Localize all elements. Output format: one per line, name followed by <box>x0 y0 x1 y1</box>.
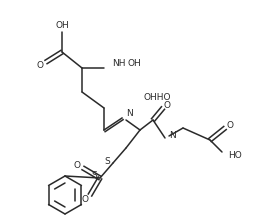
Text: O: O <box>74 162 81 170</box>
Text: OH: OH <box>55 21 69 29</box>
Text: S: S <box>91 171 97 181</box>
Text: OH: OH <box>128 59 142 69</box>
Text: S: S <box>104 156 110 166</box>
Text: O: O <box>37 61 44 69</box>
Text: O: O <box>82 196 89 204</box>
Text: NH: NH <box>112 59 126 69</box>
Text: O: O <box>227 122 234 130</box>
Text: O: O <box>163 101 170 109</box>
Text: N: N <box>126 109 133 118</box>
Text: OHHO: OHHO <box>143 93 171 101</box>
Text: HO: HO <box>228 152 242 160</box>
Text: N: N <box>169 131 176 141</box>
